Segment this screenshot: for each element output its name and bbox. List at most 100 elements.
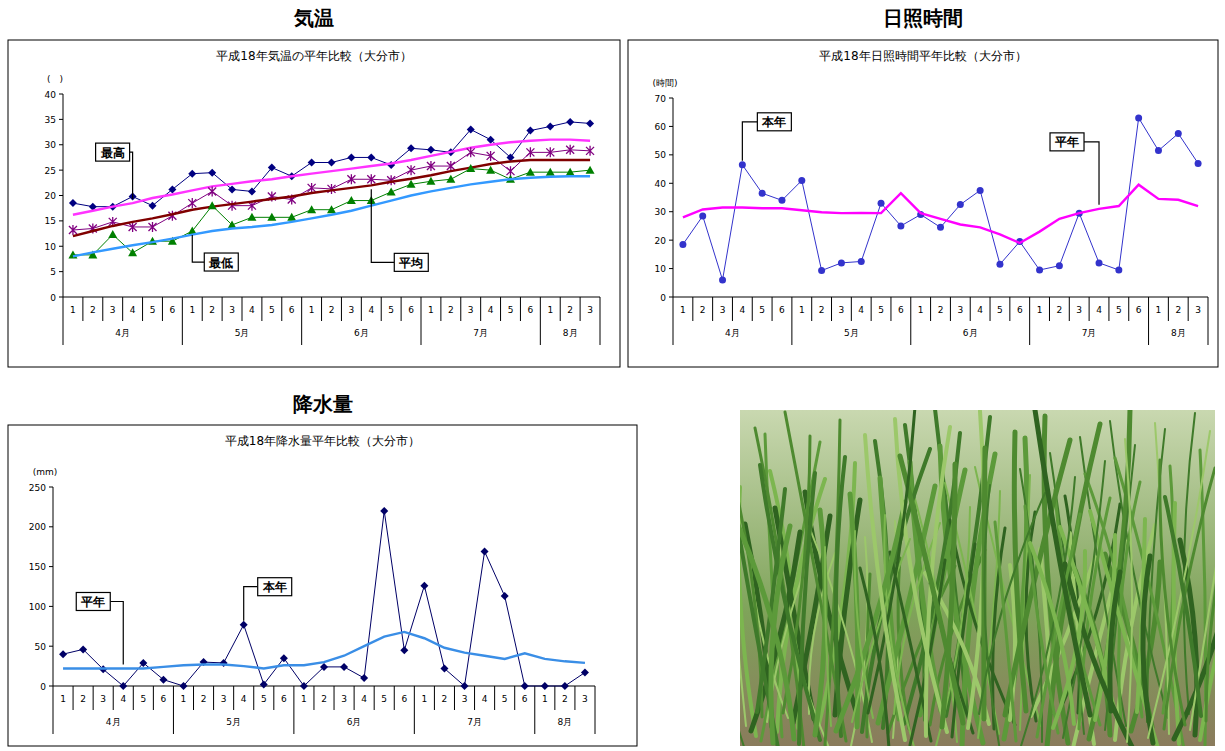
panel-frame: [8, 425, 637, 746]
callout-box: [394, 253, 428, 271]
leaf: [860, 568, 889, 746]
category-divider: [354, 686, 355, 710]
category-divider: [871, 297, 872, 321]
data-point: [1135, 114, 1142, 121]
data-point: [1096, 259, 1103, 266]
data-point: [149, 202, 157, 210]
y-tick: [59, 246, 63, 247]
category-divider: [1208, 297, 1209, 345]
category-divider: [440, 297, 441, 321]
data-point: [501, 592, 509, 600]
x-tick-label: 2: [442, 694, 448, 704]
x-tick-label: 6: [522, 694, 528, 704]
data-point: [461, 682, 469, 690]
data-point: [407, 144, 415, 152]
x-tick-label: 3: [720, 305, 726, 315]
y-tick: [669, 240, 673, 241]
data-point: [759, 190, 766, 197]
y-tick: [59, 94, 63, 95]
category-divider: [82, 297, 83, 321]
data-point: [308, 183, 316, 193]
data-point: [546, 147, 554, 157]
category-divider: [202, 297, 203, 321]
chart-panel: 降水量平成18年降水量平年比較（大分市）(mm)0501001502002501…: [8, 392, 637, 746]
data-point: [59, 650, 67, 658]
y-tick-label: 50: [35, 642, 47, 652]
x-tick-label: 5: [878, 305, 884, 315]
month-label: 4月: [725, 328, 740, 338]
chart-title: 平成18年気温の平年比較（大分市）: [216, 49, 411, 63]
x-tick-label: 2: [938, 305, 944, 315]
x-tick-label: 2: [567, 305, 573, 315]
category-divider: [460, 297, 461, 321]
plot-area: [68, 118, 594, 258]
data-point: [566, 168, 575, 176]
panel-heading: 降水量: [293, 392, 353, 416]
x-tick-label: 1: [799, 305, 805, 315]
data-point: [300, 682, 308, 690]
y-tick: [669, 183, 673, 184]
x-tick-label: 2: [700, 305, 706, 315]
month-label: 8月: [558, 717, 573, 727]
category-divider: [1168, 297, 1169, 321]
data-point: [586, 119, 594, 127]
data-point: [426, 177, 435, 185]
y-tick: [669, 297, 673, 298]
y-tick-label: 40: [45, 90, 57, 100]
month-label: 7月: [1082, 328, 1097, 338]
callout-leader: [110, 601, 123, 664]
data-point: [347, 153, 355, 161]
category-divider: [394, 686, 395, 710]
leaf: [1053, 551, 1085, 728]
data-point: [541, 682, 549, 690]
x-tick-label: 4: [361, 694, 367, 704]
leaf: [968, 411, 984, 728]
month-label: 6月: [347, 717, 362, 727]
y-tick-label: 0: [40, 682, 46, 692]
category-divider: [772, 297, 773, 321]
category-divider: [261, 297, 262, 321]
category-divider: [494, 686, 495, 710]
data-point: [267, 213, 276, 221]
y-tick: [49, 526, 53, 527]
month-label: 5月: [844, 328, 859, 338]
y-tick-label: 35: [45, 115, 56, 125]
category-divider: [514, 686, 515, 710]
x-tick-label: 4: [1096, 305, 1102, 315]
leaf: [836, 457, 845, 736]
data-point: [481, 547, 489, 555]
data-point: [858, 258, 865, 265]
data-point: [307, 205, 316, 213]
category-divider: [574, 686, 575, 710]
x-tick-label: 1: [918, 305, 924, 315]
y-tick-label: 200: [29, 522, 46, 532]
x-tick-label: 6: [1136, 305, 1142, 315]
y-axis: [53, 487, 54, 686]
category-divider: [595, 686, 596, 734]
month-label: 5月: [226, 717, 241, 727]
x-tick-label: 1: [422, 694, 428, 704]
data-point: [287, 213, 296, 221]
panel-heading: 気温: [293, 6, 334, 30]
data-point: [380, 507, 388, 515]
data-point: [347, 196, 356, 204]
x-tick-label: 4: [977, 305, 983, 315]
data-point: [838, 259, 845, 266]
category-divider: [213, 686, 214, 710]
x-tick-label: 3: [957, 305, 963, 315]
month-label: 5月: [235, 328, 250, 338]
category-divider: [122, 297, 123, 321]
y-tick-label: 100: [29, 602, 46, 612]
x-tick-label: 5: [502, 694, 508, 704]
data-point: [179, 682, 187, 690]
y-tick-label: 10: [45, 242, 57, 252]
x-tick-label: 1: [680, 305, 686, 315]
leaf: [1030, 543, 1074, 724]
callout-leader: [244, 587, 258, 621]
y-tick: [669, 154, 673, 155]
leaf: [942, 464, 955, 727]
leaf: [799, 473, 815, 744]
category-divider: [242, 297, 243, 321]
x-tick-label: 3: [587, 305, 593, 315]
category-divider: [500, 297, 501, 321]
